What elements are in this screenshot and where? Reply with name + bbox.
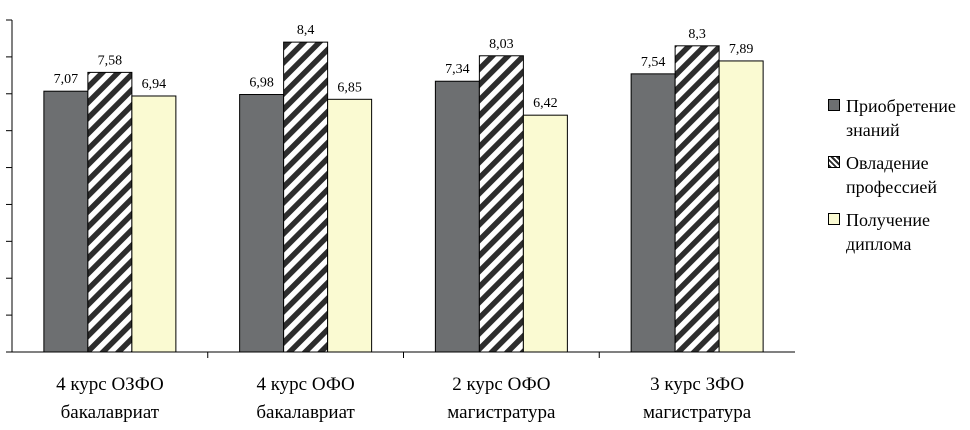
bar-series-2-category-4 bbox=[674, 45, 720, 353]
bar-series-1-category-4 bbox=[630, 73, 676, 353]
value-labels: 7,07 7,58 6,94 6,98 8,4 6,85 7,34 8,03 6,42 7,54 8… bbox=[54, 23, 754, 111]
data-label: 7,07 bbox=[54, 72, 79, 87]
legend-swatch bbox=[828, 99, 840, 111]
legend-label: Получение диплома bbox=[846, 210, 931, 254]
x-axis-labels: 4 курс ОЗФО бакалавриат 4 курс ОФО бакалавр… bbox=[56, 374, 752, 423]
x-axis-label: 4 курс ОФО bbox=[256, 374, 354, 395]
x-axis-label: магистратура bbox=[447, 402, 556, 423]
data-label: 7,54 bbox=[641, 55, 666, 70]
bar-series-1-category-1 bbox=[43, 90, 89, 353]
bar-series-3-category-2 bbox=[327, 98, 373, 353]
legend-item: Овладение профессией bbox=[828, 151, 970, 199]
legend-item: Приобретение знаний bbox=[828, 94, 970, 142]
x-axis-label: бакалавриат bbox=[61, 402, 160, 423]
bar-series-3-category-1 bbox=[131, 95, 177, 353]
bar-series-2-category-3 bbox=[478, 55, 524, 353]
data-label: 6,42 bbox=[533, 96, 558, 111]
x-axis-label: бакалавриат bbox=[256, 402, 355, 423]
data-label: 7,89 bbox=[729, 42, 754, 57]
x-axis-label: магистратура bbox=[643, 402, 752, 423]
bar-series-2-category-2 bbox=[283, 41, 329, 353]
bars bbox=[43, 41, 764, 353]
data-label: 8,3 bbox=[688, 27, 706, 42]
legend-swatch bbox=[828, 156, 840, 168]
data-label: 6,98 bbox=[249, 76, 274, 91]
bar-series-1-category-3 bbox=[434, 80, 480, 353]
x-axis-label: 4 курс ОЗФО bbox=[56, 374, 164, 395]
data-label: 6,94 bbox=[142, 77, 167, 92]
bar-series-1-category-2 bbox=[239, 94, 285, 353]
legend-label: Приобретение знаний bbox=[846, 96, 956, 140]
legend-swatch bbox=[828, 213, 840, 225]
legend-item: Получение диплома bbox=[828, 208, 970, 256]
bar-series-3-category-3 bbox=[522, 114, 568, 353]
data-label: 7,58 bbox=[98, 53, 123, 68]
bar-series-2-category-1 bbox=[87, 71, 133, 353]
data-label: 7,34 bbox=[445, 62, 470, 77]
legend-label: Овладение профессией bbox=[846, 153, 937, 197]
bar-series-3-category-4 bbox=[718, 60, 764, 353]
data-label: 6,85 bbox=[337, 80, 362, 95]
legend: Приобретение знаний Овладение профессией П… bbox=[828, 94, 970, 265]
data-label: 8,4 bbox=[297, 23, 315, 38]
x-axis-label: 2 курс ОФО bbox=[452, 374, 550, 395]
x-axis-label: 3 курс ЗФО bbox=[650, 374, 744, 395]
data-label: 8,03 bbox=[489, 37, 514, 52]
